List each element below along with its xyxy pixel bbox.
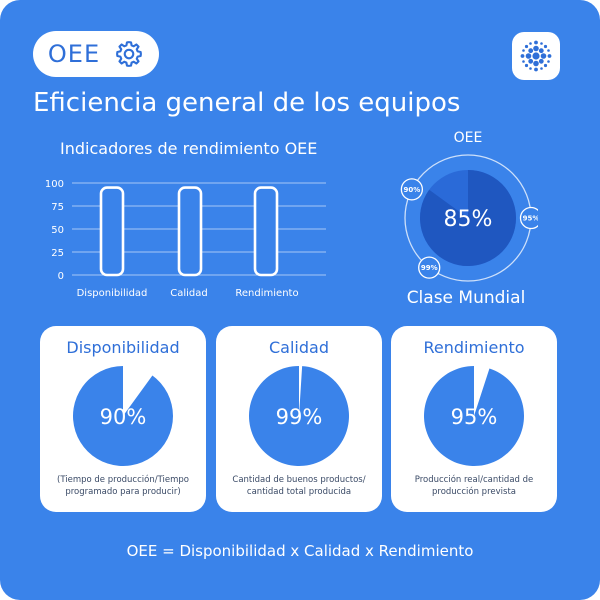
pie-center-label: 99% bbox=[276, 405, 323, 429]
availability-description: (Tiempo de producción/Tiempo programado … bbox=[48, 474, 198, 498]
quality-title: Calidad bbox=[269, 338, 329, 357]
gear-icon bbox=[116, 41, 143, 67]
availability-description-line: (Tiempo de producción/Tiempo bbox=[57, 475, 189, 485]
oee-badge-label: OEE bbox=[47, 40, 101, 68]
quality-description-line: Cantidad de buenos productos/ bbox=[232, 475, 366, 485]
gauge-marker bbox=[400, 178, 424, 201]
x-tick-label: Calidad bbox=[170, 288, 208, 299]
y-tick-label: 25 bbox=[51, 248, 64, 259]
performance-title: Rendimiento bbox=[423, 338, 525, 357]
gauge-marker-label: 95% bbox=[523, 215, 538, 223]
bar bbox=[99, 186, 125, 277]
performance-description-line: producción prevista bbox=[432, 487, 516, 497]
y-tick-label: 0 bbox=[58, 271, 64, 282]
x-tick-label: Rendimiento bbox=[235, 288, 298, 299]
gauge-marker bbox=[418, 256, 441, 279]
gauge-value-slice bbox=[420, 170, 516, 266]
network-dots-icon bbox=[520, 40, 552, 72]
gauge-marker-label: 90% bbox=[403, 186, 420, 194]
gauge-center-label: 85% bbox=[444, 207, 493, 232]
pie-slice bbox=[424, 366, 524, 466]
availability-card: Disponibilidad 90% (Tiempo de producción… bbox=[40, 326, 206, 512]
page-title: Eficiencia general de los equipos bbox=[33, 88, 461, 118]
bar-chart: 0 25 50 75 100 Disponibilidad Calidad Rendimien… bbox=[45, 179, 326, 299]
oee-formula: OEE = Disponibilidad x Calidad x Rendimi… bbox=[126, 542, 474, 560]
pie-center-label: 95% bbox=[451, 405, 498, 429]
y-tick-label: 75 bbox=[51, 202, 64, 213]
pie-center-label: 90% bbox=[100, 405, 147, 429]
bar-chart-title: Indicadores de rendimiento OEE bbox=[60, 139, 318, 158]
gauge-marker bbox=[519, 206, 538, 230]
bar bbox=[177, 186, 203, 277]
performance-card: Rendimiento 95% Producción real/cantidad… bbox=[391, 326, 557, 512]
oee-badge[interactable]: OEE bbox=[33, 31, 159, 77]
logo bbox=[512, 32, 560, 80]
y-tick-label: 100 bbox=[45, 179, 64, 190]
quality-card: Calidad 99% Cantidad de buenos productos… bbox=[216, 326, 382, 512]
performance-pie: 95% bbox=[424, 366, 524, 466]
oee-gauge-title: OEE bbox=[453, 130, 483, 146]
pie-slice bbox=[73, 366, 173, 466]
quality-description: Cantidad de buenos productos/ cantidad t… bbox=[224, 474, 374, 498]
y-tick-label: 50 bbox=[51, 225, 64, 236]
quality-description-line: cantidad total producida bbox=[246, 487, 352, 497]
quality-pie: 99% bbox=[249, 366, 349, 466]
oee-gauge: 85% 90% 95% 99% bbox=[400, 154, 538, 282]
availability-pie: 90% bbox=[73, 366, 173, 466]
gauge-marker-label: 99% bbox=[421, 264, 438, 272]
availability-description-line: programado para producir) bbox=[65, 487, 181, 497]
x-tick-label: Disponibilidad bbox=[77, 288, 148, 299]
availability-title: Disponibilidad bbox=[66, 338, 180, 357]
bar bbox=[253, 186, 279, 277]
pie-slice bbox=[249, 366, 349, 466]
performance-description-line: Producción real/cantidad de bbox=[414, 475, 534, 485]
performance-description: Producción real/cantidad de producción p… bbox=[399, 474, 549, 498]
world-class-label: Clase Mundial bbox=[406, 288, 526, 308]
